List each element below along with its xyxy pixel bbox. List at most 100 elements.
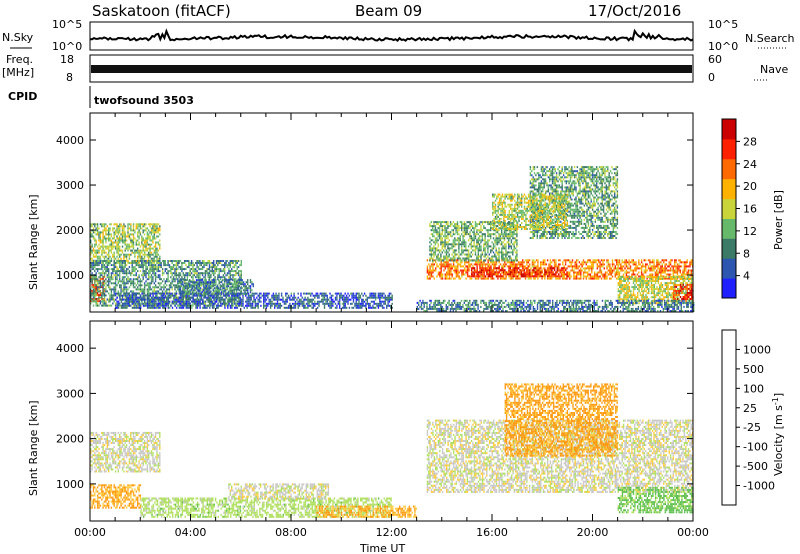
heatmap-cell [154,237,157,240]
heatmap-cell [160,266,162,269]
heatmap-cell [132,282,135,285]
heatmap-cell [95,251,97,254]
heatmap-cell [142,245,144,248]
heatmap-cell [610,271,612,274]
heatmap-cell [448,267,451,270]
heatmap-cell [620,263,622,266]
heatmap-cell [187,306,189,309]
heatmap-cell [475,277,477,280]
heatmap-cell [491,269,494,272]
heatmap-cell [674,263,676,266]
heatmap-cell [289,296,291,299]
heatmap-cell [537,267,539,270]
heatmap-cell [520,271,523,274]
heatmap-cell [454,267,456,270]
heatmap-cell [182,291,184,294]
heatmap-cell [381,300,384,303]
heatmap-cell [124,233,126,236]
heatmap-cell [517,263,520,266]
heatmap-cell [330,302,333,305]
heatmap-cell [101,264,103,267]
heatmap-cell [163,302,165,305]
heatmap-cell [109,227,111,230]
heatmap-cell [348,306,351,309]
heatmap-cell [171,292,174,295]
heatmap-cell [489,269,491,272]
heatmap-cell [180,285,183,288]
heatmap-cell [114,272,117,275]
heatmap-cell [109,278,111,281]
heatmap-cell [275,304,277,307]
heatmap-cell [181,292,183,295]
heatmap-cell [167,262,169,264]
heatmap-cell [332,304,334,307]
heatmap-cell [116,278,118,281]
heatmap-cell [239,302,241,305]
heatmap-cell [676,277,679,280]
heatmap-cell [578,277,581,280]
heatmap-cell [115,292,117,295]
heatmap-cell [640,265,643,268]
heatmap-cell [98,255,100,258]
heatmap-cell [457,263,459,266]
heatmap-cell [235,280,237,283]
heatmap-cell [450,273,452,276]
heatmap-cell [154,266,157,269]
heatmap-cell [228,294,230,297]
heatmap-cell [558,259,560,262]
heatmap-cell [116,284,118,287]
heatmap-cell [132,286,135,289]
heatmap-cell [332,302,334,305]
heatmap-cell [161,272,164,275]
heatmap-cell [92,255,95,258]
heatmap-cell [358,302,360,305]
heatmap-cell [124,262,126,264]
heatmap-cell [195,306,197,309]
heatmap-cell [135,288,137,291]
heatmap-cell [159,270,161,273]
heatmap-cell [219,262,222,264]
heatmap-cell [138,251,140,254]
heatmap-cell [106,264,108,267]
heatmap-cell [196,296,199,299]
heatmap-cell [219,285,221,288]
heatmap-cell [493,277,495,280]
heatmap-cell [231,268,233,271]
heatmap-cell [265,304,268,307]
heatmap-cell [523,261,525,264]
heatmap-cell [387,304,389,307]
heatmap-cell [233,289,235,292]
heatmap-cell [201,279,203,282]
heatmap-cell [293,298,295,301]
heatmap-cell [101,259,103,262]
heatmap-cell [213,281,216,284]
heatmap-cell [580,277,582,280]
heatmap-cell [304,296,306,299]
heatmap-cell [473,273,476,276]
date-title: 17/Oct/2016 [588,2,681,20]
heatmap-cell [192,264,194,267]
heatmap-cell [96,290,99,293]
heatmap-cell [344,304,346,307]
heatmap-cell [124,264,126,267]
heatmap-cell [133,306,135,309]
heatmap-cell [526,275,528,278]
heatmap-cell [458,263,460,266]
heatmap-cell [534,277,536,280]
heatmap-cell [239,304,241,307]
heatmap-cell [152,235,154,238]
heatmap-cell [113,253,115,256]
heatmap-cell [145,229,147,232]
heatmap-cell [95,284,97,287]
heatmap-cell [141,249,143,252]
heatmap-cell [110,249,113,252]
heatmap-cell [269,302,272,305]
heatmap-cell [137,302,139,305]
heatmap-cell [143,288,146,291]
heatmap-cell [686,259,688,262]
heatmap-cell [559,277,561,280]
heatmap-cell [139,278,142,281]
heatmap-cell [213,287,216,290]
heatmap-cell [222,260,225,262]
heatmap-cell [124,282,126,285]
